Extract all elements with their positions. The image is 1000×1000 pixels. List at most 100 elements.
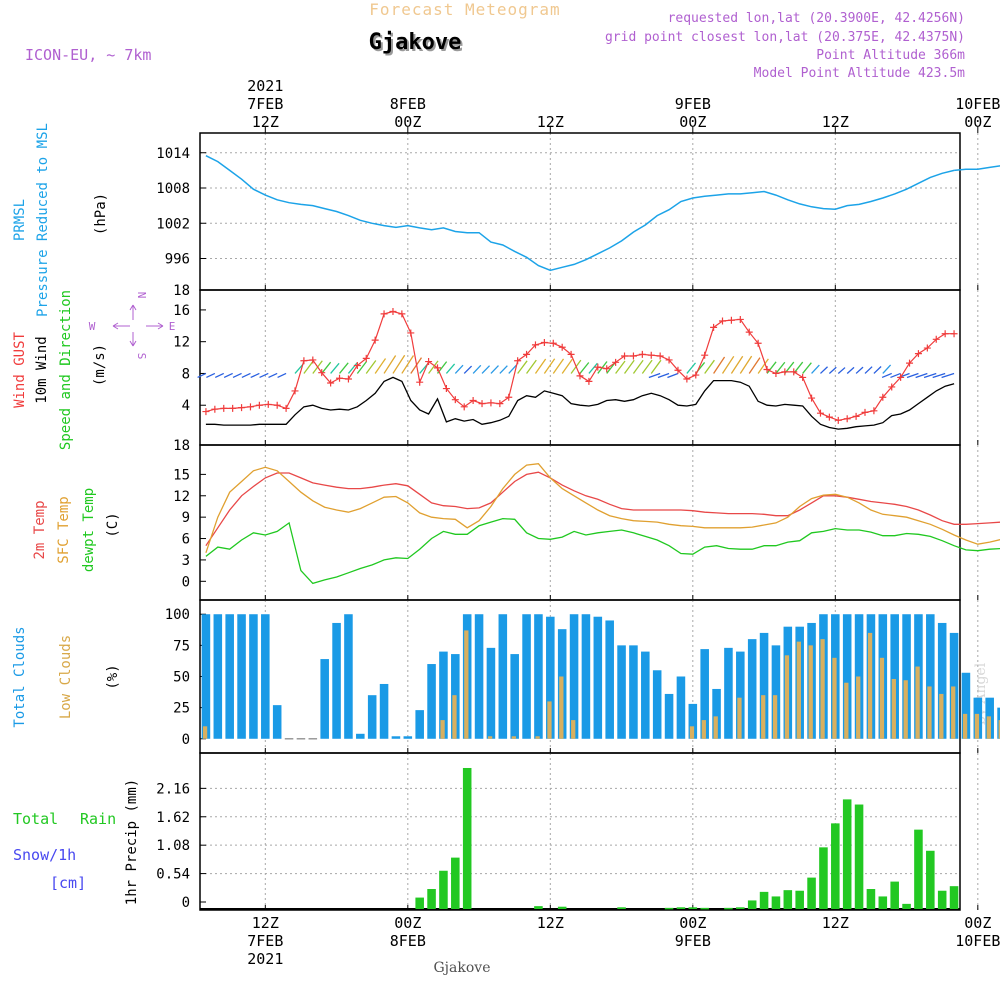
temp2m-label: 2m Temp: [32, 500, 48, 559]
wind-labels: Wind GUST 10m Wind Speed and Direction (…: [12, 290, 175, 450]
wind-arrow: [454, 364, 464, 374]
cloud-labels: Total Clouds Low Clouds (%): [12, 626, 121, 727]
gust-marker: [816, 409, 824, 417]
temperature-top-tick-label: 18: [173, 438, 190, 454]
gust-marker: [861, 408, 869, 416]
gust-marker: [808, 394, 816, 402]
wind-arrow: [915, 372, 928, 379]
gust-marker: [567, 350, 575, 358]
gust-marker: [300, 357, 308, 365]
wind-arrow: [259, 372, 269, 379]
wind-arrow: [232, 372, 242, 379]
gust-marker: [460, 403, 468, 411]
gust-marker: [451, 396, 459, 404]
total-cloud-bar: [961, 672, 971, 739]
temperature-frame: [199, 444, 961, 601]
wind-arrow: [392, 354, 406, 374]
gust-marker: [647, 351, 655, 359]
rain-bar: [736, 907, 745, 909]
wind-arrow: [277, 372, 287, 379]
total-cloud-bar: [605, 620, 614, 739]
gust-marker: [202, 408, 210, 416]
wind-arrow: [294, 363, 304, 374]
pressure-msl-label: Pressure Reduced to MSL: [35, 123, 51, 317]
gust-marker: [906, 359, 914, 367]
gust-marker: [727, 316, 735, 324]
wind-arrow: [552, 358, 565, 374]
low-cloud-bar: [903, 680, 908, 739]
low-cloud-bar: [535, 736, 540, 739]
bottom-time-label: 9FEB: [675, 932, 711, 950]
wind-arrow: [820, 366, 828, 374]
prmsl-label: PRMSL: [12, 199, 28, 241]
gust-marker: [371, 336, 379, 344]
model-altitude: Model Point Altitude 423.5m: [754, 66, 965, 81]
wind-arrow: [526, 359, 537, 374]
low-cloud-bar: [796, 641, 801, 739]
total-cloud-bar: [949, 632, 959, 739]
rain-bar: [854, 804, 864, 909]
wind-arrow: [881, 372, 892, 379]
sfc-temp-label: SFC Temp: [56, 496, 72, 563]
wind-arrow: [941, 372, 955, 379]
gust-marker: [629, 352, 637, 360]
gust-marker: [496, 400, 504, 408]
gust-marker: [932, 335, 940, 343]
rain-bar: [926, 850, 935, 909]
wind-arrow: [641, 359, 653, 374]
gust-marker: [327, 379, 335, 387]
gust-marker: [523, 350, 531, 358]
rain-bar: [534, 906, 543, 909]
gust-marker: [434, 364, 441, 372]
total-cloud-bar: [486, 647, 496, 739]
gust-marker: [950, 330, 958, 338]
gust-marker: [621, 352, 629, 360]
low-cloud-bar: [856, 676, 861, 739]
rain-bar: [724, 907, 733, 910]
wind-arrow: [588, 362, 598, 374]
total-cloud-bar: [926, 614, 935, 739]
compass-arrows: [112, 304, 164, 347]
model-label: ICON-EU, ~ 7km: [25, 46, 151, 64]
low-cloud-bar: [452, 695, 457, 739]
gust-marker: [416, 378, 424, 386]
low-cloud-bar: [820, 639, 825, 739]
pressure-ytick-label: 1014: [156, 146, 190, 162]
wind-arrow: [347, 362, 358, 374]
wind-arrow: [932, 372, 946, 379]
temperature-ytick-label: 15: [173, 467, 190, 483]
wind-arrow: [490, 365, 499, 374]
wind-arrow: [383, 355, 397, 374]
wind-gust-label: Wind GUST: [12, 332, 28, 408]
wind-arrow: [356, 360, 368, 374]
low-cloud-bar: [784, 655, 790, 739]
low-cloud-bar: [927, 686, 932, 739]
total-cloud-bar: [629, 645, 638, 739]
wind-arrow: [206, 372, 216, 379]
precip-ytick-label: 2.16: [156, 781, 190, 797]
gust-marker: [683, 375, 691, 383]
gust-marker: [799, 373, 807, 381]
gust-marker: [380, 310, 388, 318]
wind-arrow: [632, 359, 644, 374]
rain-bar: [819, 847, 828, 909]
total-cloud-bar: [213, 614, 223, 739]
total-cloud-bar: [356, 733, 365, 739]
rain-bar: [842, 799, 852, 909]
gust-marker: [353, 362, 361, 370]
wind-arrow: [864, 366, 873, 374]
total-cloud-bar: [498, 614, 508, 739]
gust-marker: [612, 358, 620, 366]
top-time-label: 00Z: [679, 113, 706, 131]
location-title-shadow: Gjakove: [371, 32, 464, 57]
bottom-time-label: 00Z: [679, 914, 706, 932]
gust-marker: [594, 363, 602, 371]
total-cloud-bar: [272, 705, 282, 739]
wind-arrow: [739, 355, 753, 374]
footer-location: Gjakove: [434, 960, 491, 976]
rain-bar: [890, 881, 899, 909]
wind-arrow: [890, 372, 901, 379]
pressure-unit-label: (hPa): [93, 193, 109, 235]
total-cloud-bar: [902, 614, 911, 739]
gust-marker: [238, 404, 246, 412]
